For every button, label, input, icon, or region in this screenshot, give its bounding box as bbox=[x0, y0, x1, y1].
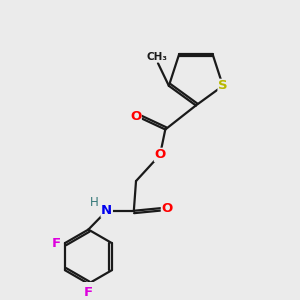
Text: O: O bbox=[130, 110, 141, 123]
Text: F: F bbox=[84, 286, 93, 299]
Text: H: H bbox=[90, 196, 99, 209]
Text: CH₃: CH₃ bbox=[147, 52, 168, 62]
Text: O: O bbox=[161, 202, 173, 214]
Text: O: O bbox=[154, 148, 166, 161]
Text: S: S bbox=[218, 79, 228, 92]
Text: N: N bbox=[101, 204, 112, 217]
Text: F: F bbox=[52, 237, 61, 250]
